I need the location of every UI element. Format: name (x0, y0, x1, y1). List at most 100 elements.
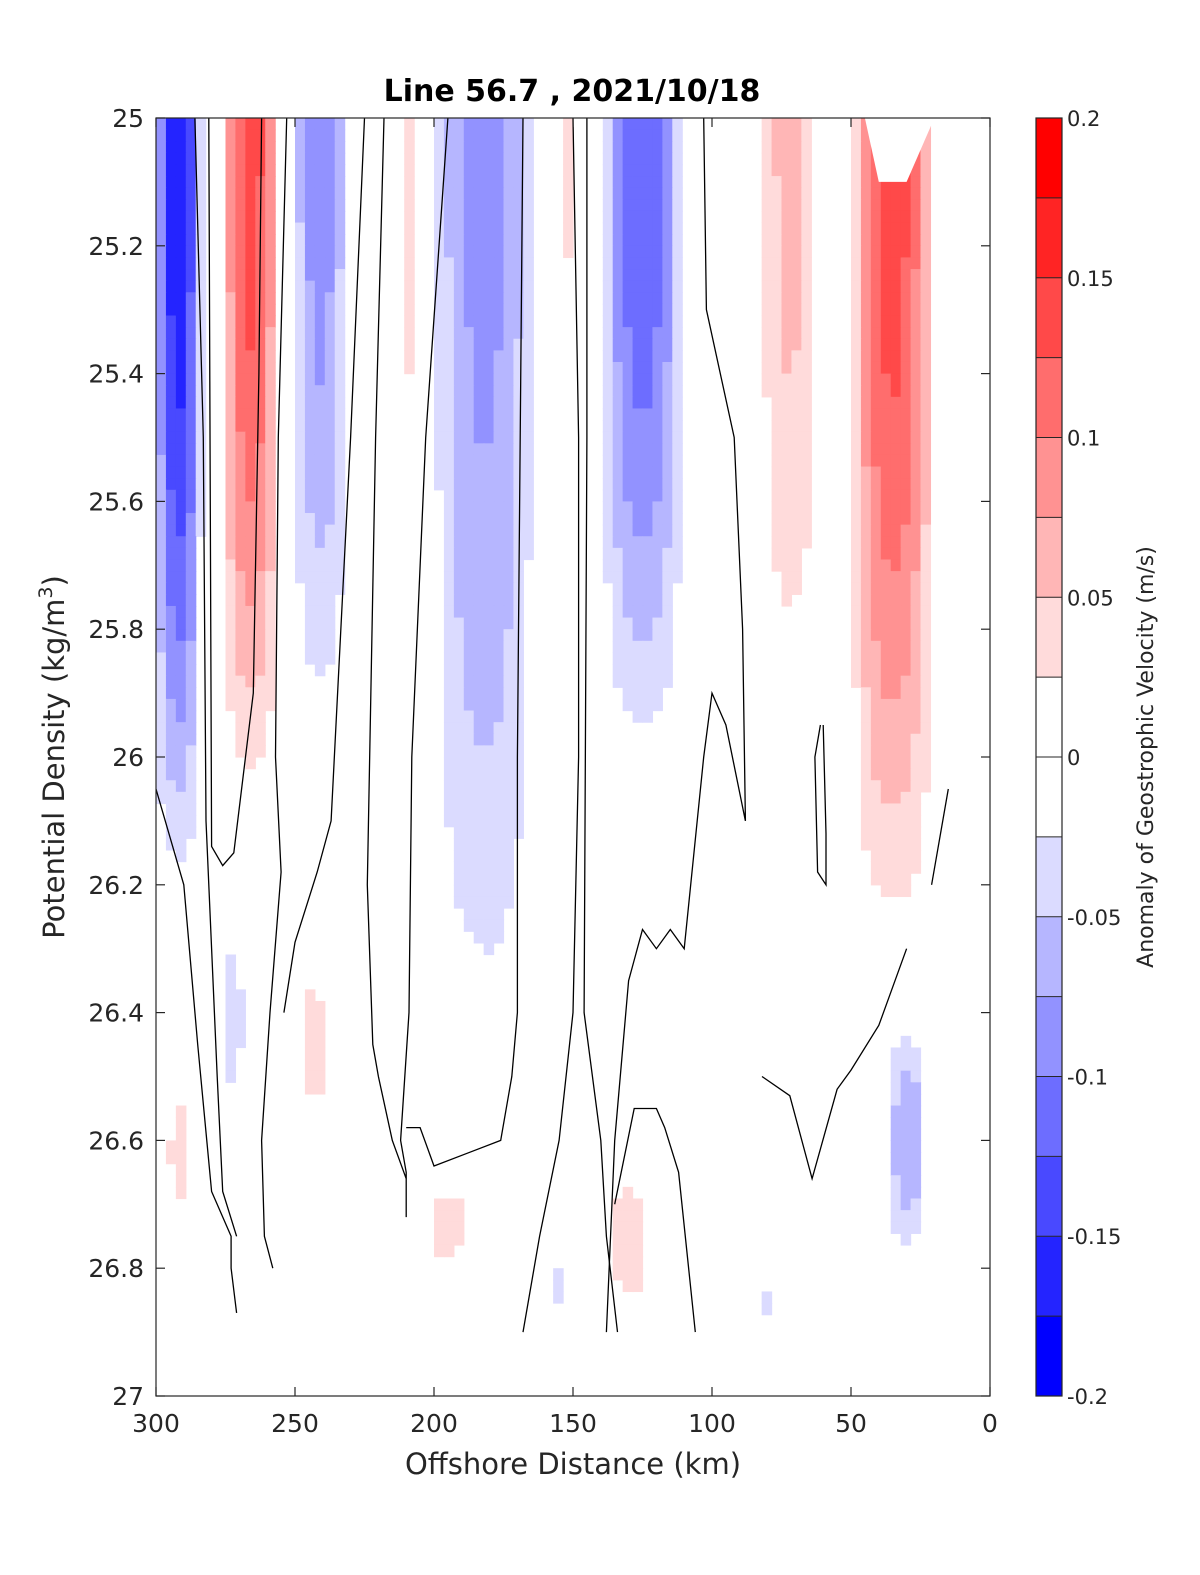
contour-cell (513, 164, 524, 177)
colorbar-frame (1035, 117, 1063, 1397)
contour-cell (632, 245, 644, 259)
contour-cell (920, 141, 932, 154)
contour-cell (523, 118, 534, 131)
contour-cell (483, 849, 495, 863)
contour-cell (920, 489, 932, 502)
contour-cell (890, 431, 902, 444)
contour-cell (265, 222, 276, 235)
contour-cell (473, 710, 485, 723)
contour-cell (910, 315, 922, 328)
contour-cell (761, 118, 773, 131)
contour-cell (642, 454, 654, 468)
contour-cell (513, 280, 524, 293)
zero-contour-line (522, 118, 580, 1333)
contour-cell (245, 489, 256, 502)
contour-cell (791, 361, 802, 375)
contour-cell (265, 582, 276, 595)
contour-cell (245, 501, 256, 514)
contour-cell (453, 594, 465, 607)
contour-cell (632, 408, 644, 421)
contour-cell (602, 152, 614, 166)
contour-cell (295, 396, 306, 410)
contour-cell (165, 350, 177, 363)
contour-cell (890, 1163, 902, 1176)
contour-cell (463, 396, 475, 410)
contour-cell (304, 478, 316, 491)
contour-cell (165, 524, 177, 537)
contour-cell (175, 350, 187, 363)
contour-cell (463, 524, 475, 537)
contour-cell (771, 361, 783, 375)
contour-cell (851, 257, 862, 270)
contour-cell (900, 559, 912, 572)
contour-cell (295, 187, 306, 200)
contour-cell (463, 536, 475, 549)
contour-cell (662, 675, 673, 688)
contour-cell (483, 466, 495, 479)
contour-cell (771, 164, 783, 177)
contour-cell (513, 292, 524, 305)
contour-cell (910, 234, 922, 247)
contour-cell (434, 478, 445, 491)
contour-cell (434, 164, 445, 177)
contour-cell (791, 431, 802, 444)
contour-cell (245, 745, 256, 758)
contour-cell (612, 420, 624, 433)
contour-cell (453, 710, 465, 723)
contour-cell (851, 617, 862, 630)
contour-cell (483, 757, 495, 770)
contour-cell (642, 118, 654, 131)
contour-cell (165, 292, 177, 305)
contour-cell (890, 884, 902, 898)
contour-cell (225, 559, 237, 572)
contour-cell (781, 466, 793, 479)
contour-cell (185, 536, 197, 549)
contour-cell (791, 396, 802, 410)
contour-cell (503, 791, 515, 805)
contour-cell (225, 466, 237, 479)
contour-cell (851, 176, 862, 189)
contour-cell (880, 234, 892, 247)
contour-cell (463, 257, 475, 270)
contour-cell (324, 478, 336, 491)
contour-cell (175, 269, 187, 282)
contour-cell (503, 222, 515, 235)
contour-cell (245, 722, 256, 735)
contour-cell (910, 280, 922, 293)
contour-cell (910, 698, 922, 712)
contour-cell (632, 350, 644, 363)
contour-cell (513, 710, 524, 723)
contour-cell (265, 513, 276, 526)
contour-cell (602, 478, 614, 491)
contour-cell (860, 664, 872, 677)
contour-cell (880, 652, 892, 665)
colorbar-segment (1036, 357, 1062, 439)
contour-cell (156, 698, 167, 712)
contour-cell (910, 489, 922, 502)
contour-cell (503, 629, 515, 642)
contour-cell (493, 408, 505, 421)
contour-cell (900, 396, 912, 410)
contour-cell (483, 605, 495, 619)
contour-cell (165, 141, 177, 154)
contour-cell (235, 396, 246, 410)
contour-cell (493, 861, 505, 874)
contour-cell (672, 245, 683, 259)
contour-cell (851, 222, 862, 235)
contour-cell (642, 164, 654, 177)
contour-cell (920, 629, 932, 642)
contour-cell (860, 187, 872, 200)
contour-cell (314, 373, 326, 386)
contour-cell (483, 826, 495, 839)
contour-cell (910, 1198, 922, 1211)
contour-cell (165, 605, 177, 619)
contour-cell (434, 396, 445, 410)
contour-cell (781, 454, 793, 468)
contour-cell (801, 292, 812, 305)
contour-cell (612, 1256, 624, 1269)
contour-cell (890, 722, 902, 735)
contour-cell (185, 745, 197, 758)
contour-cell (235, 617, 246, 630)
contour-cell (185, 396, 197, 410)
contour-cell (602, 408, 614, 421)
